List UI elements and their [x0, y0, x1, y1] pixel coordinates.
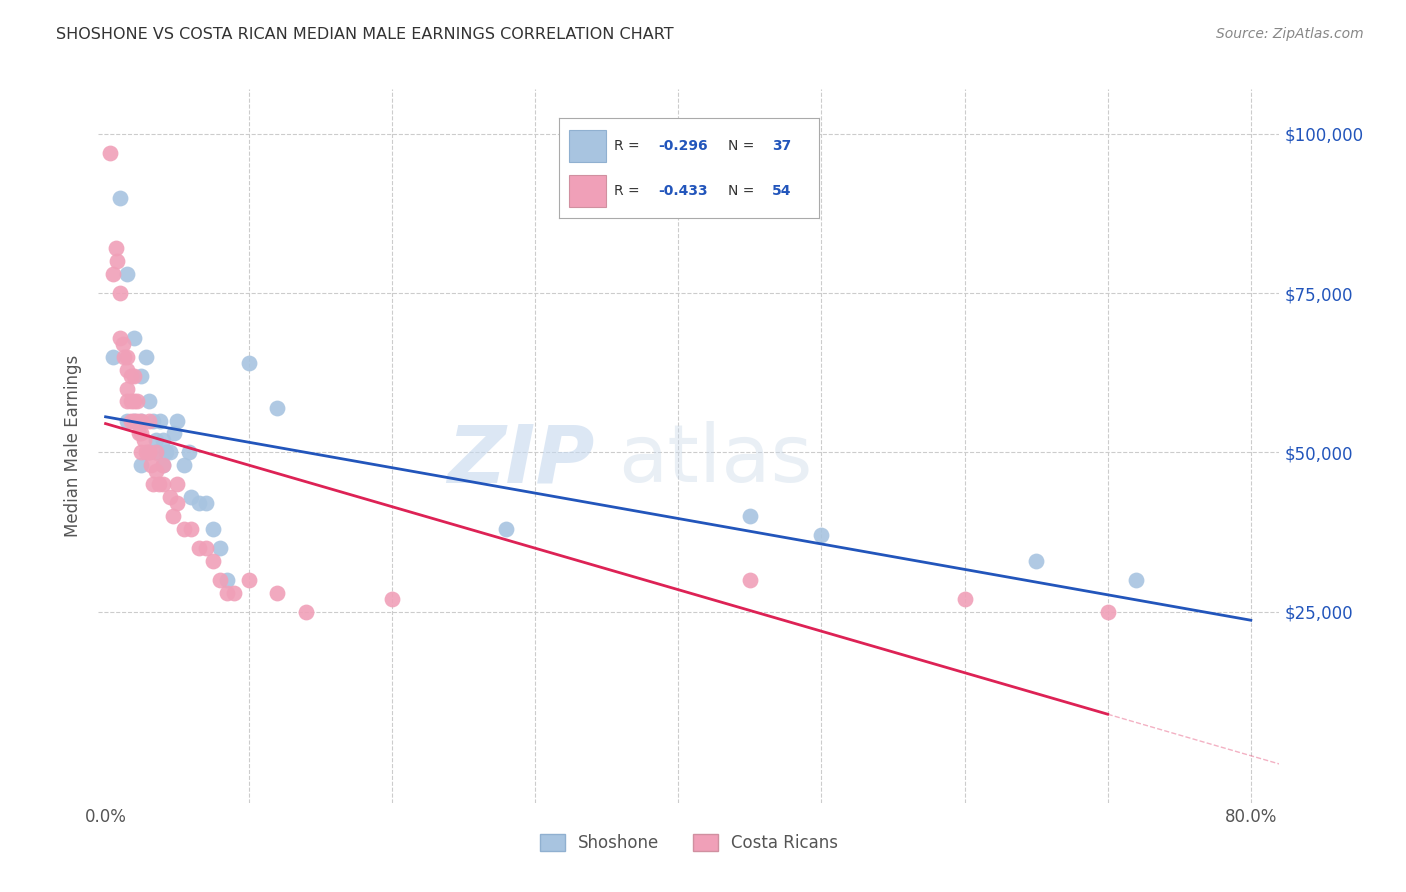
Y-axis label: Median Male Earnings: Median Male Earnings [65, 355, 83, 537]
Point [152, 433, 174, 447]
Point [131, 445, 153, 459]
Point [381, 591, 404, 606]
Point [131, 426, 153, 441]
Legend: Shoshone, Costa Ricans: Shoshone, Costa Ricans [533, 827, 845, 859]
Point [145, 465, 167, 479]
Point [209, 541, 232, 555]
Point [152, 458, 174, 472]
Point [166, 413, 188, 427]
Point [115, 394, 138, 409]
Point [138, 394, 160, 409]
Point [145, 445, 167, 459]
Point [173, 522, 195, 536]
Point [1025, 554, 1047, 568]
Point [738, 509, 761, 524]
Point [131, 458, 153, 472]
Point [141, 458, 163, 472]
Point [145, 433, 167, 447]
Text: ZIP: ZIP [447, 421, 595, 500]
Point [177, 445, 200, 459]
Point [142, 413, 165, 427]
Point [217, 585, 239, 599]
Point [125, 394, 148, 409]
Point [201, 522, 224, 536]
Point [115, 350, 138, 364]
Point [266, 585, 288, 599]
Point [201, 554, 224, 568]
Point [238, 356, 260, 370]
Point [149, 413, 172, 427]
Point [1097, 605, 1119, 619]
Point [98, 145, 121, 160]
Point [138, 445, 160, 459]
Text: SHOSHONE VS COSTA RICAN MEDIAN MALE EARNINGS CORRELATION CHART: SHOSHONE VS COSTA RICAN MEDIAN MALE EARN… [56, 27, 673, 42]
Point [115, 382, 138, 396]
Point [148, 477, 170, 491]
Point [495, 522, 517, 536]
Point [122, 413, 145, 427]
Point [128, 426, 150, 441]
Point [115, 267, 138, 281]
Point [125, 413, 148, 427]
Point [122, 413, 145, 427]
Point [105, 254, 128, 268]
Point [194, 496, 217, 510]
Point [122, 394, 145, 409]
Point [953, 591, 976, 606]
Point [152, 458, 174, 472]
Point [122, 368, 145, 383]
Point [112, 350, 135, 364]
Text: Source: ZipAtlas.com: Source: ZipAtlas.com [1216, 27, 1364, 41]
Point [138, 445, 160, 459]
Point [108, 190, 131, 204]
Point [111, 337, 134, 351]
Point [120, 394, 142, 409]
Point [810, 528, 832, 542]
Point [131, 368, 153, 383]
Point [138, 413, 160, 427]
Point [152, 477, 174, 491]
Point [187, 541, 209, 555]
Point [224, 585, 246, 599]
Point [1125, 573, 1147, 587]
Point [163, 426, 186, 441]
Point [101, 267, 124, 281]
Point [101, 350, 124, 364]
Point [166, 496, 188, 510]
Point [145, 445, 167, 459]
Point [266, 401, 288, 415]
Point [134, 433, 156, 447]
Point [180, 522, 202, 536]
Point [131, 413, 153, 427]
Point [142, 477, 165, 491]
Point [166, 477, 188, 491]
Point [131, 413, 153, 427]
Point [194, 541, 217, 555]
Point [104, 242, 127, 256]
Point [115, 413, 138, 427]
Point [122, 331, 145, 345]
Point [120, 413, 142, 427]
Point [115, 362, 138, 376]
Point [209, 573, 232, 587]
Point [135, 350, 157, 364]
Point [155, 445, 177, 459]
Point [238, 573, 260, 587]
Point [159, 445, 181, 459]
Point [159, 490, 181, 504]
Point [180, 490, 202, 504]
Point [108, 331, 131, 345]
Point [295, 605, 318, 619]
Text: atlas: atlas [619, 421, 813, 500]
Point [738, 573, 761, 587]
Point [120, 368, 142, 383]
Point [173, 458, 195, 472]
Point [162, 509, 184, 524]
Point [187, 496, 209, 510]
Point [135, 445, 157, 459]
Point [217, 573, 239, 587]
Point [108, 286, 131, 301]
